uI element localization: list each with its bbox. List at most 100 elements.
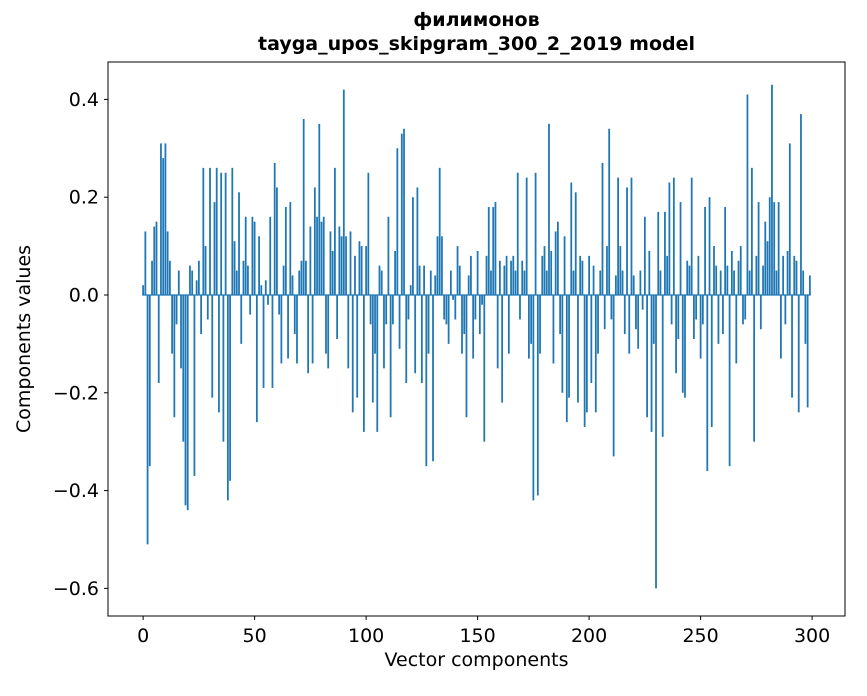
bar	[496, 294, 499, 369]
bar	[594, 294, 597, 413]
bar	[354, 255, 356, 295]
bars-series	[142, 84, 811, 589]
bar	[505, 255, 508, 295]
bar	[472, 294, 475, 359]
bar	[648, 250, 651, 295]
bar	[320, 221, 323, 295]
bar	[739, 246, 742, 295]
bar	[318, 123, 321, 295]
y-tick-label: 0.0	[69, 284, 99, 306]
bar	[253, 221, 256, 295]
bar	[334, 167, 336, 295]
bar	[280, 294, 283, 364]
bar	[267, 294, 269, 305]
bar	[614, 275, 617, 295]
bar	[766, 241, 769, 295]
bar	[409, 285, 412, 295]
bar	[425, 294, 428, 467]
bar	[233, 241, 236, 295]
bar	[637, 294, 640, 349]
bar	[601, 162, 604, 295]
bar	[804, 294, 807, 344]
bar	[445, 294, 448, 325]
bar	[646, 294, 648, 418]
bar	[661, 294, 664, 437]
bar	[260, 285, 263, 295]
bar	[380, 270, 383, 295]
bar	[650, 294, 653, 432]
bar	[164, 143, 167, 295]
bar	[545, 270, 548, 295]
bar	[443, 294, 446, 320]
bar	[516, 172, 519, 295]
bar	[695, 294, 698, 320]
bar	[499, 260, 501, 295]
x-tick-label: 0	[137, 625, 149, 647]
bar	[583, 294, 586, 428]
bar	[434, 275, 437, 295]
bar	[363, 294, 365, 432]
bar	[626, 187, 628, 295]
bar	[200, 294, 202, 335]
x-tick-label: 150	[459, 625, 495, 647]
bar	[255, 294, 258, 423]
bar	[291, 275, 294, 295]
y-tick-label: −0.4	[53, 480, 99, 502]
bar	[249, 294, 252, 315]
bar	[577, 294, 579, 403]
bar	[244, 216, 247, 295]
bar	[572, 270, 575, 295]
bar	[668, 182, 671, 295]
x-tick-label: 250	[682, 625, 718, 647]
chart-subtitle: tayga_upos_skipgram_300_2_2019 model	[258, 33, 695, 55]
bar	[597, 294, 599, 354]
bar	[693, 294, 695, 339]
bar	[289, 202, 292, 295]
bar	[777, 202, 780, 295]
bar	[753, 294, 756, 442]
bar	[728, 294, 731, 467]
bar	[240, 294, 243, 344]
bar	[672, 177, 675, 295]
bar	[490, 270, 492, 295]
bar	[474, 294, 477, 320]
bar	[427, 294, 430, 354]
bar	[630, 177, 633, 295]
bar	[797, 294, 800, 413]
bar	[313, 187, 316, 295]
bar	[534, 172, 537, 295]
bar	[307, 294, 310, 374]
bar	[351, 294, 354, 413]
bar	[492, 206, 495, 295]
y-axis-label: Components values	[13, 245, 35, 433]
bar	[574, 192, 577, 295]
bar	[599, 270, 602, 295]
bar	[385, 294, 388, 325]
bar	[590, 294, 593, 383]
bar	[507, 294, 510, 354]
bar	[429, 270, 432, 295]
x-tick-label: 100	[348, 625, 384, 647]
bar	[623, 294, 626, 335]
bar	[557, 221, 559, 295]
bar	[166, 231, 169, 295]
bar	[782, 255, 785, 295]
bar	[771, 84, 773, 296]
bar	[262, 294, 265, 388]
bar	[775, 270, 778, 295]
bar	[316, 216, 318, 295]
x-tick-label: 200	[571, 625, 607, 647]
bar	[371, 294, 374, 403]
bar	[238, 192, 240, 295]
bar	[514, 270, 517, 295]
bar	[465, 294, 468, 418]
bar	[487, 206, 490, 295]
bar	[287, 294, 289, 359]
bar	[519, 294, 521, 320]
bar	[523, 270, 526, 295]
bar	[276, 187, 278, 295]
bar	[162, 158, 165, 295]
bar	[302, 118, 305, 295]
bar	[762, 265, 764, 295]
bar	[655, 294, 657, 589]
